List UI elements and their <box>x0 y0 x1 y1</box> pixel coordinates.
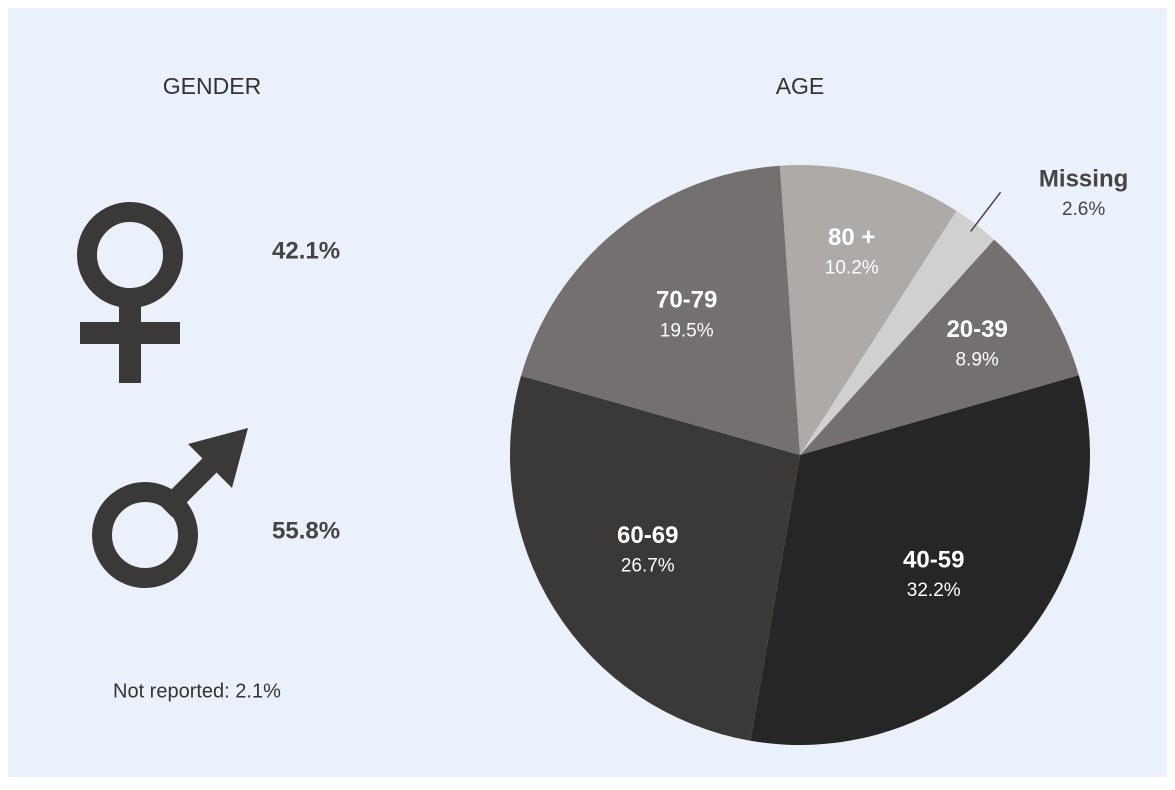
slice-value: 32.2% <box>907 580 961 601</box>
pie-slice <box>779 165 957 455</box>
pie-slice <box>521 165 800 455</box>
slice-value: 2.6% <box>1062 199 1105 220</box>
male-arrow-shaft <box>157 452 223 518</box>
slice-category: 80 + <box>828 224 875 251</box>
female-bar <box>80 322 180 344</box>
slice-category: 60-69 <box>617 522 678 549</box>
slice-value: 26.7% <box>621 556 675 577</box>
slice-category: Missing <box>1039 166 1128 193</box>
not-reported: Not reported: 2.1% <box>113 680 281 702</box>
gender-title: GENDER <box>163 73 261 99</box>
slice-category: 20-39 <box>946 316 1007 343</box>
female-value: 42.1% <box>272 237 340 264</box>
pie-slice <box>509 375 800 741</box>
pie-slice <box>750 375 1090 745</box>
male-value: 55.8% <box>272 517 340 544</box>
chart-title: AGE <box>776 73 825 99</box>
leader-line <box>970 191 1002 232</box>
pie-slice <box>800 210 995 455</box>
slice-value: 10.2% <box>825 258 879 279</box>
male-arrow-head <box>188 428 248 488</box>
slice-category: 70-79 <box>656 287 717 314</box>
pie-slice <box>800 239 1079 455</box>
slice-value: 8.9% <box>955 349 998 370</box>
male-icon <box>92 482 198 588</box>
slice-category: 40-59 <box>903 547 964 574</box>
slice-value: 19.5% <box>660 320 714 341</box>
